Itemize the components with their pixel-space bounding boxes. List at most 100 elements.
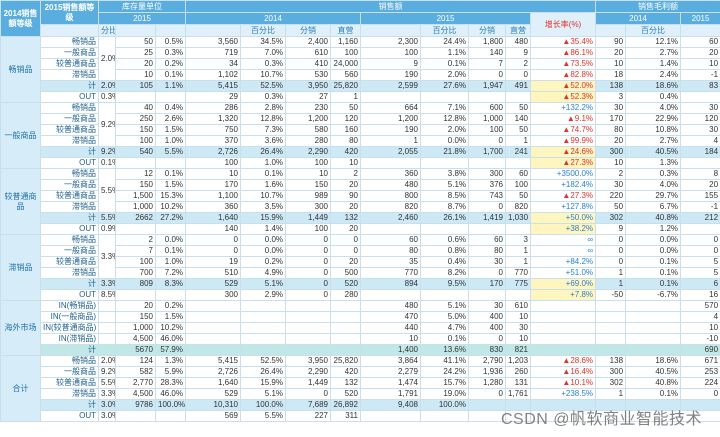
table-cell: 12 [115,168,156,180]
table-cell: 376 [468,179,506,191]
table-row: 较普通商品 1,500 15.3% 1,100 10.7% 989 90 800 8.5% 743… [1,190,720,202]
group-label: 合计 [0,355,41,422]
table-cell: 300 [595,146,627,158]
table-cell: 20 [680,179,720,191]
row-label: 一般商品 [40,245,99,257]
header-cell: 分比 [98,24,116,37]
table-cell [505,157,531,169]
table-cell: 0.1% [420,333,469,345]
table-cell: 420 [330,146,361,158]
table-cell: ▲16.4% [529,366,597,378]
table-cell: 8.5% [420,190,469,202]
table-cell: 0 [285,234,331,246]
table-cell [468,223,506,235]
header-cell: 增长率(%) [529,12,597,37]
table-cell [240,300,286,312]
table-cell: -6.7% [625,289,682,301]
table-cell: 0 [680,234,720,246]
table-cell: 2,726 [185,146,241,158]
table-cell [420,223,469,235]
row-label: 较普通商品 [40,377,99,389]
table-cell: 2,055 [360,146,421,158]
table-cell: 10 [505,333,531,345]
header-cell: 2014 [595,12,682,25]
table-row: 一般商品9.2%5825.9%2,72626.4%2,2904202,27924… [1,366,720,378]
table-cell: 510 [185,267,241,279]
table-cell: 0.5% [155,36,186,48]
table-cell: 530 [285,69,331,81]
table-cell: 60 [505,168,531,180]
group-label: 畅销品 [0,36,41,103]
table-cell: +132.2% [529,102,597,114]
table-cell: 9786 [115,399,156,411]
table-cell: 3,864 [360,355,421,367]
table-cell [529,333,597,345]
table-cell: 29.7% [625,190,682,202]
table-cell: 1.1% [155,80,186,92]
table-cell: 360 [185,201,241,213]
table-cell: 809 [115,278,156,290]
table-cell [185,300,241,312]
table-cell: 5.5% [98,377,116,389]
table-cell: 80 [360,245,421,257]
table-cell: 0.0% [420,135,469,147]
table-cell: 989 [285,190,331,202]
table-cell [625,311,682,323]
table-cell [185,344,241,356]
table-cell: 2.0% [420,124,469,136]
table-cell: 1,320 [185,113,241,125]
table-cell: 7.0% [240,47,286,59]
table-cell [595,333,627,345]
row-label: 畅销品 [40,102,99,114]
table-cell: 280 [330,289,361,301]
table-cell: 250 [115,113,156,125]
header-cell: 百分比 [625,24,682,37]
table-cell: 3.0% [98,410,116,422]
row-label: 较普通商品 [40,124,99,136]
table-row: 较普通商品5.5%2,77028.3%1,64015.9%1,4491321,4… [1,377,720,389]
table-cell: 100 [285,157,331,169]
row-label: 滞销品 [40,388,99,400]
table-cell: 10 [330,157,361,169]
table-cell [625,300,682,312]
table-cell: 894 [360,278,421,290]
row-label: OUT [40,91,99,103]
table-cell: 0.1% [155,69,186,81]
table-cell: 7.1% [420,102,469,114]
table-cell: 0.6% [420,234,469,246]
table-cell: 83 [680,80,720,92]
table-cell: ▲99.9% [529,135,597,147]
table-cell [98,311,116,323]
table-cell: 26.4% [240,146,286,158]
header-cell [40,24,99,37]
table-cell: 1,761 [505,388,531,400]
table-cell: 24,000 [330,58,361,70]
table-cell: -1 [680,201,720,213]
table-cell: 0 [505,69,531,81]
table-cell: 124 [115,355,156,367]
row-label: 计 [40,399,99,411]
table-cell: 1.6% [240,179,286,191]
table-cell: ▲86.1% [529,47,597,59]
header-cell: 2015 [98,12,186,25]
table-cell: 1,936 [468,366,506,378]
header-cell [185,24,241,37]
table-cell [240,344,286,356]
table-cell [595,311,627,323]
table-cell: 5.1% [420,300,469,312]
table-cell: 100.0% [240,399,286,411]
row-label: 滞销品 [40,135,99,147]
table-cell [155,157,186,169]
table-cell [155,289,186,301]
table-cell: 1.3% [625,157,682,169]
table-cell: 470 [360,311,421,323]
table-cell [98,333,116,345]
table-cell: ▲10.1% [529,377,597,389]
group-label: 一般商品 [0,102,41,169]
table-cell: 2,790 [468,355,506,367]
table-cell: 12.8% [240,113,286,125]
table-cell: 4 [680,311,720,323]
table-cell [360,223,421,235]
table-cell: 9.2% [98,146,116,158]
